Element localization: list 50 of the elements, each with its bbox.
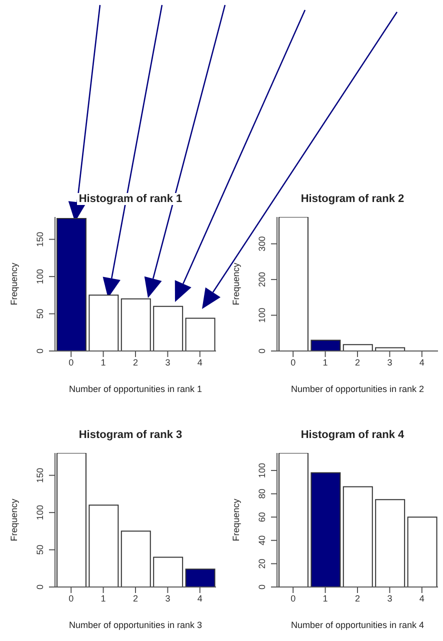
- x-tick-label: 3: [387, 357, 392, 368]
- y-tick-label: 40: [257, 535, 267, 546]
- y-tick-label: 0: [35, 348, 45, 354]
- chart-title: Histogram of rank 4: [298, 429, 406, 441]
- x-tick-label: 0: [290, 593, 296, 604]
- y-tick-label: 0: [35, 584, 45, 590]
- x-tick-label: 1: [100, 357, 106, 368]
- x-axis-title: Number of opportunities in rank 1: [68, 384, 202, 394]
- y-tick-label: 100: [35, 505, 45, 520]
- x-tick-label: 2: [132, 357, 138, 368]
- x-axis-title: Number of opportunities in rank 2: [290, 384, 424, 394]
- chart-title: Histogram of rank 3: [76, 429, 184, 441]
- y-tick-label: 80: [257, 488, 267, 499]
- x-tick-label: 2: [132, 593, 138, 604]
- y-axis-title: Frequency: [231, 498, 242, 542]
- y-tick-label: 0: [257, 348, 267, 354]
- chart-title: Histogram of rank 2: [298, 193, 406, 205]
- x-tick-label: 2: [354, 357, 360, 368]
- x-tick-label: 3: [387, 593, 392, 604]
- y-tick-label: 100: [257, 308, 267, 323]
- y-tick-label: 50: [35, 308, 45, 319]
- y-axis-title: Frequency: [9, 498, 20, 542]
- x-tick-label: 1: [322, 357, 328, 368]
- x-tick-label: 0: [290, 357, 296, 368]
- x-tick-label: 1: [322, 593, 328, 604]
- x-tick-label: 4: [419, 593, 424, 604]
- x-tick-label: 4: [419, 357, 424, 368]
- x-tick-label: 0: [68, 593, 74, 604]
- y-tick-label: 100: [35, 269, 45, 284]
- y-tick-label: 20: [257, 558, 267, 569]
- y-axis-title: Frequency: [9, 262, 20, 306]
- y-tick-label: 50: [35, 544, 45, 555]
- x-tick-label: 3: [165, 593, 170, 604]
- x-axis-title: Number of opportunities in rank 3: [68, 620, 202, 630]
- y-tick-label: 0: [257, 584, 267, 590]
- y-tick-label: 100: [257, 462, 267, 478]
- x-tick-label: 2: [354, 593, 360, 604]
- y-tick-label: 300: [257, 236, 267, 252]
- y-tick-label: 150: [35, 468, 45, 483]
- y-axis-title: Frequency: [231, 262, 242, 306]
- x-tick-label: 4: [197, 593, 202, 604]
- y-tick-label: 200: [257, 272, 267, 288]
- x-axis-title: Number of opportunities in rank 4: [290, 620, 424, 630]
- x-tick-label: 4: [197, 357, 202, 368]
- x-tick-label: 3: [165, 357, 170, 368]
- y-tick-label: 60: [257, 512, 267, 522]
- x-tick-label: 1: [100, 593, 106, 604]
- y-tick-label: 150: [35, 232, 45, 247]
- chart-title: Histogram of rank 1: [76, 193, 184, 205]
- x-tick-label: 0: [68, 357, 74, 368]
